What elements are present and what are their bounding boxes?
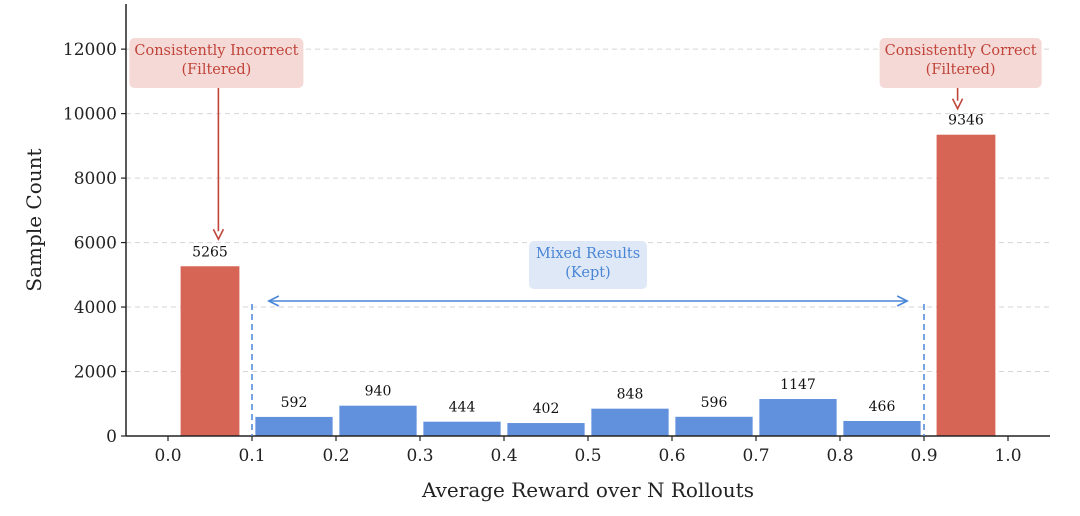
annotation-box-correct (879, 38, 1042, 88)
range-arrow-left-head (267, 295, 280, 307)
annotation-arrow-correct-head (951, 98, 964, 111)
y-axis-title: Sample Count (22, 148, 46, 291)
annotations: Consistently Incorrect (Filtered) Consiste… (129, 38, 1042, 436)
bar-kept (255, 416, 333, 436)
bar-value-label: 940 (365, 384, 392, 400)
bars (180, 134, 996, 437)
x-tick-label: 0.0 (154, 446, 181, 466)
bar-value-label: 402 (533, 401, 560, 417)
x-axis-title: Average Reward over N Rollouts (421, 478, 754, 502)
bar-kept (843, 420, 921, 436)
annotation-text-incorrect: (Filtered) (181, 62, 251, 78)
y-tick-label: 8000 (74, 169, 117, 189)
x-tick-label: 0.9 (910, 446, 937, 466)
bar-value-label: 444 (449, 400, 476, 416)
x-tick-label: 0.2 (322, 446, 349, 466)
bar-kept (339, 405, 417, 436)
bar-kept (759, 399, 837, 436)
y-tick-label: 10000 (63, 105, 117, 125)
annotation-text-correct: (Filtered) (926, 62, 996, 78)
y-tick-label: 4000 (74, 298, 117, 318)
annotation-text-mixed: Mixed Results (536, 246, 640, 262)
bar-value-label: 596 (701, 395, 728, 411)
annotation-text-correct: Consistently Correct (885, 43, 1037, 59)
bar-kept (507, 423, 585, 436)
x-tick-label: 0.1 (238, 446, 265, 466)
bar-value-label: 848 (617, 387, 644, 403)
bar-value-label: 466 (869, 399, 896, 415)
x-tick-label: 0.4 (490, 446, 517, 466)
x-tick-label: 0.6 (658, 446, 685, 466)
y-tick-label: 6000 (74, 234, 117, 254)
x-tick-label: 1.0 (994, 446, 1021, 466)
bar-value-label: 9346 (948, 113, 984, 129)
bar-filtered (180, 266, 240, 436)
annotation-arrow-incorrect-head (212, 228, 225, 242)
x-tick-label: 0.5 (574, 446, 601, 466)
x-tick-label: 0.7 (742, 446, 769, 466)
ticks: 0 2000 4000 6000 8000 10000 12000 0.0 0.1 0.2 0.3 0… (63, 40, 1022, 466)
x-tick-label: 0.3 (406, 446, 433, 466)
bar-value-label: 1147 (780, 377, 816, 393)
bar-kept (675, 416, 753, 436)
y-tick-label: 2000 (74, 363, 117, 383)
bar-filtered (936, 134, 996, 437)
annotation-box-mixed (529, 241, 647, 289)
range-arrow-right-head (896, 295, 909, 307)
bar-value-label: 5265 (192, 244, 228, 260)
bar-value-labels: 5265 592 940 444 402 848 596 1147 466 9346 (192, 113, 984, 417)
bar-value-label: 592 (281, 395, 308, 411)
bar-kept (423, 421, 501, 436)
annotation-text-mixed: (Kept) (565, 265, 610, 281)
y-tick-label: 12000 (63, 40, 117, 60)
annotation-text-incorrect: Consistently Incorrect (134, 43, 298, 59)
bar-kept (591, 408, 669, 436)
x-tick-label: 0.8 (826, 446, 853, 466)
y-tick-label: 0 (106, 427, 117, 447)
gridlines (126, 48, 1050, 373)
annotation-box-incorrect (129, 38, 304, 88)
